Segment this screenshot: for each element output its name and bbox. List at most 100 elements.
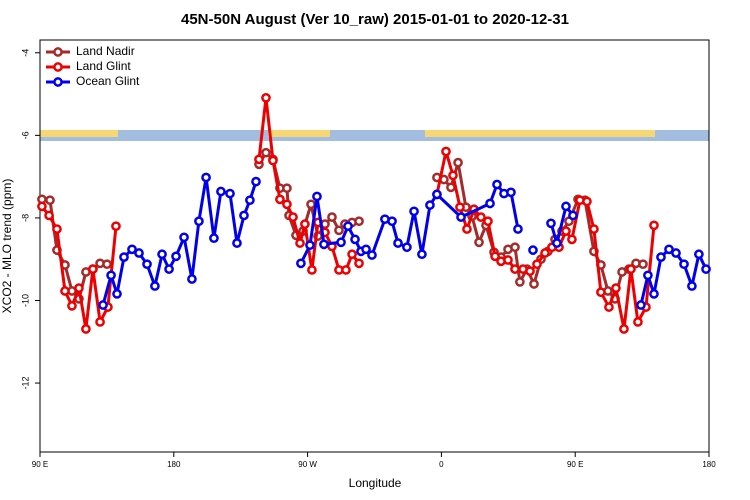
point [476,212,486,222]
point [619,324,629,334]
point [552,238,562,248]
point [334,225,344,236]
point [671,248,681,258]
point [268,155,278,166]
point [261,147,271,158]
point [37,201,47,212]
point [701,264,711,274]
point [95,317,105,327]
point [455,202,465,213]
point [679,259,689,270]
point [282,199,292,210]
legend-label: Land Glint [76,59,131,73]
point [209,233,219,244]
point [490,251,500,262]
point [150,281,160,291]
point [448,170,458,181]
point [239,210,249,221]
point [596,287,606,298]
x-tick-label: 180 [167,460,181,469]
point [354,258,364,269]
point [112,289,122,299]
point [319,239,329,250]
point [589,224,599,234]
point [528,245,538,255]
point [343,221,353,232]
point [664,244,674,255]
point [529,279,539,289]
y-tick-label: -8 [20,214,30,222]
point [327,212,337,222]
point [485,198,495,209]
x-tick-label: 180 [702,460,716,469]
ocean-pacific-east [655,130,709,141]
point [232,238,242,248]
point [626,264,636,274]
point [288,212,298,222]
point [656,252,666,262]
point [441,146,451,157]
y-tick-label: -4 [20,49,30,57]
point [201,172,211,183]
point [306,199,316,210]
ocean-atlantic [330,130,425,141]
point [60,286,70,296]
point [44,210,54,221]
point [171,251,181,262]
point [456,212,466,222]
x-axis-label: Longitude [349,476,402,490]
point [474,237,484,248]
x-tick-label: 90 W [298,460,317,469]
point [347,249,357,260]
point [453,157,463,168]
point [515,277,525,287]
x-tick-label: 90 E [32,460,48,469]
point [245,195,255,206]
point [425,200,435,210]
point [275,194,285,205]
point [561,226,571,236]
point [164,264,174,274]
point [604,302,614,312]
legend-swatch-marker [53,62,63,72]
point [282,183,292,194]
x-tick-label: 90 E [567,460,583,469]
point [106,270,116,281]
point [81,324,91,334]
point [649,289,659,299]
point [187,274,197,284]
point [611,283,621,293]
point [98,300,108,310]
point [194,216,204,227]
point [127,244,137,255]
point [225,188,235,199]
point [179,232,189,243]
point [506,187,516,198]
point [111,221,121,232]
point [561,201,571,212]
point [251,176,261,187]
point [483,216,493,227]
point [409,206,419,217]
point [216,186,226,197]
point [525,266,535,277]
map-strip [40,130,709,141]
point [649,220,659,231]
point [510,242,520,253]
point [367,250,377,260]
legend-swatch-marker [53,77,63,87]
point [633,317,643,327]
point [393,238,403,248]
point [119,252,129,262]
point [296,258,306,269]
point [513,224,523,234]
point [52,224,62,234]
point [636,300,646,310]
point [254,154,264,165]
series [98,172,711,310]
point [638,259,648,270]
point [45,195,55,206]
legend-label: Land Nadir [76,44,135,58]
